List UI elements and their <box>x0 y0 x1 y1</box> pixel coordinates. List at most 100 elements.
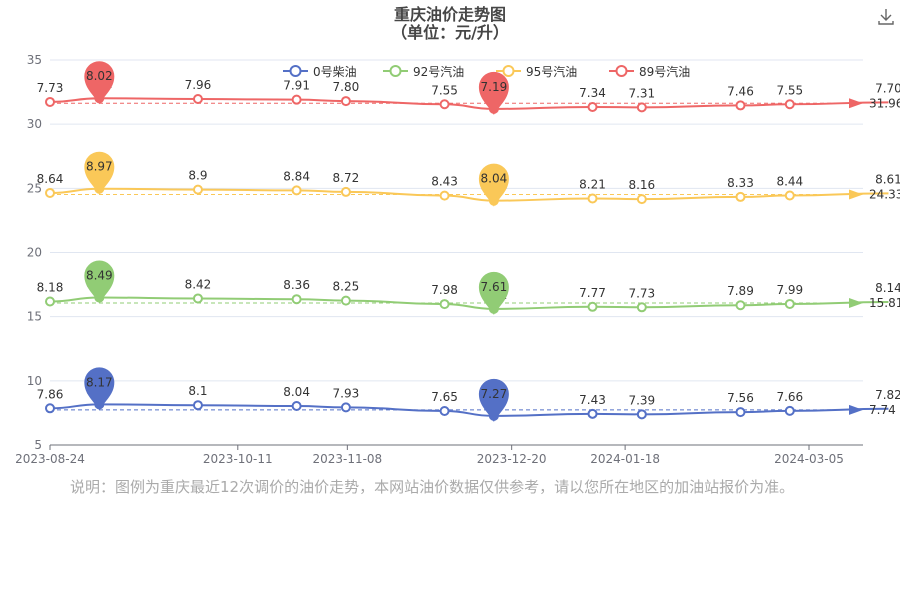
data-point[interactable] <box>439 299 450 310</box>
data-point[interactable] <box>636 102 647 113</box>
data-point[interactable] <box>291 185 302 196</box>
x-tick-label: 2023-11-08 <box>312 452 382 466</box>
data-point[interactable] <box>45 187 55 198</box>
data-label: 8.25 <box>333 280 360 294</box>
data-point[interactable] <box>439 99 450 110</box>
data-label: 8.72 <box>333 171 360 185</box>
average-arrow <box>849 297 863 308</box>
data-label: 8.1 <box>188 384 207 398</box>
data-point[interactable] <box>340 96 351 107</box>
data-point[interactable] <box>735 300 746 311</box>
legend-item-89号汽油[interactable]: 89号汽油 <box>609 64 690 79</box>
x-tick-label: 2023-08-24 <box>15 452 85 466</box>
data-label: 7.86 <box>37 387 64 401</box>
data-point[interactable] <box>291 94 302 105</box>
legend-label: 89号汽油 <box>639 64 690 79</box>
data-point[interactable] <box>291 400 302 411</box>
chart-note: 说明：图例为重庆最近12次调价的油价走势，本网站油价数据仅供参考，请以您所在地区… <box>70 478 795 496</box>
data-point[interactable] <box>439 405 450 416</box>
data-point[interactable] <box>192 184 203 195</box>
legend-marker <box>389 65 402 77</box>
x-axis: 2023-08-24 2023-10-11 2023-11-08 2023-12-20… <box>15 444 863 466</box>
data-label: 8.64 <box>37 172 64 186</box>
data-point[interactable] <box>587 301 598 312</box>
series-89号汽油: 31.967.738.028.027.967.917.807.557.197.1… <box>37 61 900 115</box>
x-tick-label: 2024-03-05 <box>774 452 844 466</box>
data-label: 7.39 <box>628 393 655 407</box>
data-point[interactable] <box>192 293 203 304</box>
average-label: 15.81 <box>869 296 900 310</box>
data-point[interactable] <box>784 405 795 416</box>
data-point[interactable] <box>291 294 302 305</box>
data-point[interactable] <box>587 408 598 419</box>
data-point[interactable] <box>192 94 203 105</box>
data-point[interactable] <box>340 402 351 413</box>
marker-label: 8.04 <box>481 172 508 186</box>
marker-label: 8.02 <box>86 69 113 83</box>
data-point[interactable] <box>735 407 746 418</box>
marker-label: 8.97 <box>86 160 113 174</box>
data-label: 7.98 <box>431 283 458 297</box>
legend[interactable]: 0号柴油 92号汽油 95号汽油 89号汽油 <box>283 64 690 79</box>
data-point[interactable] <box>587 101 598 112</box>
data-label: 8.18 <box>37 281 64 295</box>
data-label: 7.73 <box>37 81 64 95</box>
data-point[interactable] <box>587 193 598 204</box>
data-label: 7.80 <box>333 80 360 94</box>
download-icon[interactable] <box>876 6 896 26</box>
data-point[interactable] <box>784 298 795 309</box>
data-label: 7.89 <box>727 284 754 298</box>
data-label: 7.82 <box>875 388 900 402</box>
data-label: 7.31 <box>628 86 655 100</box>
data-label: 7.93 <box>333 386 360 400</box>
data-label: 7.65 <box>431 390 458 404</box>
data-label: 7.56 <box>727 391 754 405</box>
data-point[interactable] <box>636 302 647 313</box>
marker-pin <box>478 163 509 207</box>
legend-item-92号汽油[interactable]: 92号汽油 <box>383 64 464 79</box>
data-label: 8.16 <box>628 178 655 192</box>
average-arrow <box>849 404 863 415</box>
marker-label: 8.49 <box>86 269 113 283</box>
marker-pin <box>84 151 115 195</box>
data-point[interactable] <box>45 96 55 107</box>
data-point[interactable] <box>340 295 351 306</box>
series-line <box>49 403 889 417</box>
legend-marker <box>289 65 302 77</box>
series-92号汽油: 15.818.188.498.498.428.368.257.987.617.6… <box>37 260 900 315</box>
data-label: 8.33 <box>727 176 754 190</box>
data-label: 7.77 <box>579 286 606 300</box>
data-point[interactable] <box>439 190 450 201</box>
average-arrow <box>849 98 863 109</box>
data-point[interactable] <box>636 194 647 205</box>
data-point[interactable] <box>45 296 55 307</box>
data-label: 8.43 <box>431 175 458 189</box>
data-point[interactable] <box>192 400 203 411</box>
data-point[interactable] <box>735 191 746 202</box>
data-point[interactable] <box>636 409 647 420</box>
data-point[interactable] <box>784 190 795 201</box>
data-point[interactable] <box>735 100 746 111</box>
series-line <box>49 296 889 310</box>
legend-label: 92号汽油 <box>413 64 464 79</box>
marker-pin <box>478 71 509 115</box>
legend-item-95号汽油[interactable]: 95号汽油 <box>496 64 577 79</box>
data-label: 8.84 <box>283 169 310 183</box>
x-tick-label: 2024-01-18 <box>590 452 660 466</box>
data-label: 8.42 <box>185 277 212 291</box>
data-label: 7.43 <box>579 393 606 407</box>
y-tick-label: 10 <box>27 374 42 388</box>
data-point[interactable] <box>340 186 351 197</box>
data-label: 7.66 <box>776 390 803 404</box>
data-point[interactable] <box>784 99 795 110</box>
y-tick-label: 20 <box>27 246 42 260</box>
data-label: 7.73 <box>628 286 655 300</box>
data-label: 8.04 <box>283 385 310 399</box>
data-point[interactable] <box>45 403 55 414</box>
legend-item-0号柴油[interactable]: 0号柴油 <box>283 65 357 79</box>
data-label: 8.44 <box>776 175 803 189</box>
data-label: 8.14 <box>875 281 900 295</box>
data-label: 8.36 <box>283 278 310 292</box>
data-label: 7.99 <box>776 283 803 297</box>
